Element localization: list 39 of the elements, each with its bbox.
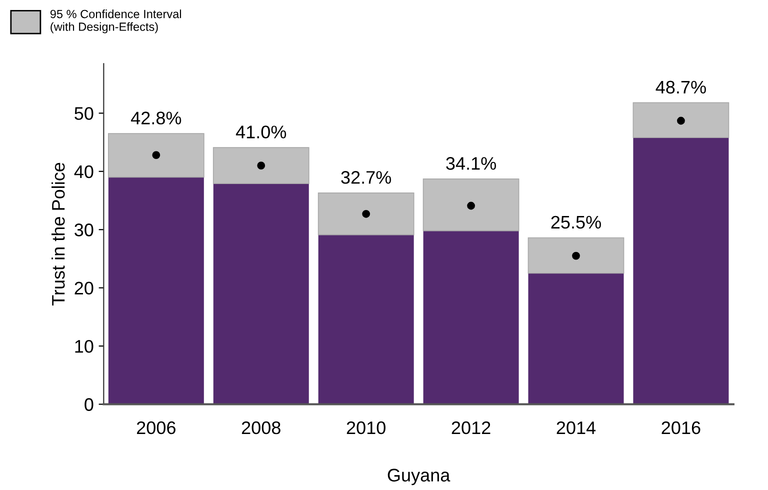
x-axis-title: Guyana bbox=[388, 468, 450, 486]
x-tick-label: 2014 bbox=[556, 421, 596, 434]
point bbox=[572, 252, 580, 260]
data-label: 41.0% bbox=[236, 126, 286, 138]
y-tick-label: 40 bbox=[74, 165, 94, 178]
point bbox=[677, 116, 685, 125]
x-tick-label: 2006 bbox=[136, 421, 176, 434]
bar bbox=[108, 133, 204, 178]
point bbox=[152, 151, 160, 160]
bar bbox=[213, 184, 309, 404]
bar bbox=[528, 237, 624, 274]
x-tick-label: 2016 bbox=[662, 421, 700, 434]
data-label: 34.1% bbox=[446, 157, 496, 170]
data-label: 42.8% bbox=[130, 112, 182, 124]
x-tick-label: 2010 bbox=[346, 421, 386, 434]
point bbox=[257, 162, 266, 170]
y-axis-title: Trust in the Police bbox=[51, 162, 65, 306]
y-tick-label: 50 bbox=[74, 107, 94, 120]
bar bbox=[528, 273, 624, 404]
y-tick-label: 30 bbox=[74, 224, 94, 236]
y-tick-label: 20 bbox=[74, 282, 94, 295]
bar bbox=[633, 138, 729, 404]
bar bbox=[318, 192, 414, 236]
y-tick-label: 0 bbox=[84, 398, 94, 411]
bar bbox=[422, 178, 520, 232]
point bbox=[362, 210, 370, 218]
y-tick-label: 10 bbox=[75, 340, 94, 353]
bar bbox=[632, 102, 730, 138]
bar bbox=[423, 230, 519, 404]
data-label: 32.7% bbox=[341, 171, 392, 184]
x-tick-label: 2008 bbox=[242, 421, 280, 434]
bar bbox=[212, 147, 310, 184]
bar bbox=[108, 177, 204, 404]
data-label: 25.5% bbox=[551, 216, 601, 229]
point bbox=[467, 202, 475, 210]
data-label: 48.7% bbox=[656, 80, 706, 94]
x-tick-label: 2012 bbox=[452, 421, 490, 434]
bar bbox=[318, 234, 414, 404]
legend-label: 95 % Confidence Interval (with Design-Effects) bbox=[50, 10, 181, 34]
